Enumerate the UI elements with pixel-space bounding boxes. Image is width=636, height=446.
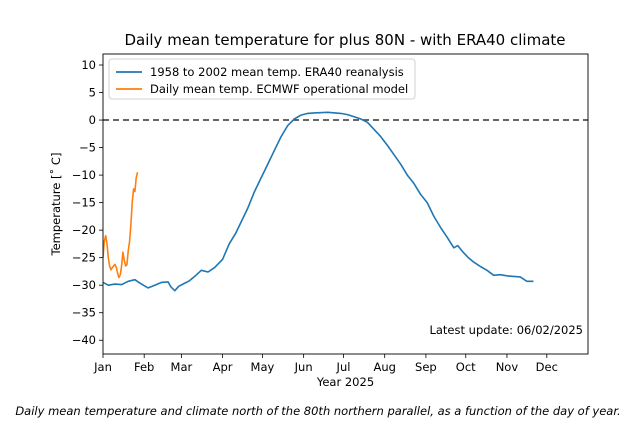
line-chart: Daily mean temperature for plus 80N - wi… [48,31,589,389]
y-axis-label: Temperature [˚ C] [48,153,63,257]
y-tick-label: −5 [79,141,96,155]
series-layer [103,111,534,292]
y-tick-label: 0 [89,113,96,127]
y-tick-label: −25 [72,251,96,265]
legend-label: Daily mean temp. ECMWF operational model [150,82,408,96]
climate-series-line [103,111,534,292]
y-tick-label: −20 [72,223,96,237]
legend: 1958 to 2002 mean temp. ERA40 reanalysis… [108,58,416,100]
x-tick-label: Jun [294,360,313,374]
x-tick-label: Jan [93,360,112,374]
x-tick-label: Apr [213,360,233,374]
legend-label: 1958 to 2002 mean temp. ERA40 reanalysis [150,65,404,79]
chart: Daily mean temperature for plus 80N - wi… [48,31,589,389]
y-tick-label: −10 [72,168,96,182]
legend-box [108,58,416,100]
x-tick-label: Feb [134,360,154,374]
y-axis: 10 5 0 −5 −10 −15 −20 −25 −30 −35 −40 [72,58,103,347]
x-tick-label: Nov [496,360,519,374]
y-tick-label: −15 [72,196,96,210]
operational-series-line [103,172,139,279]
x-tick-label: Mar [171,360,193,374]
x-axis-label: Year 2025 [316,375,374,389]
y-tick-label: 5 [89,86,96,100]
figure-caption: Daily mean temperature and climate north… [15,404,621,418]
chart-title: Daily mean temperature for plus 80N - wi… [124,31,565,49]
latest-update-annotation: Latest update: 06/02/2025 [429,323,583,337]
y-tick-label: 10 [81,58,96,72]
y-tick-label: −40 [72,333,96,347]
plot-frame [102,53,589,355]
x-tick-label: Oct [456,360,476,374]
x-tick-label: Aug [373,360,395,374]
y-tick-label: −35 [72,306,96,320]
x-tick-label: Dec [536,360,558,374]
x-tick-label: Jul [336,360,351,374]
x-tick-label: May [251,360,275,374]
x-axis: Jan Feb Mar Apr May Jun Jul Aug Sep Oct Nov Dec [93,354,558,374]
x-tick-label: Sep [415,360,437,374]
y-tick-label: −30 [72,278,96,292]
